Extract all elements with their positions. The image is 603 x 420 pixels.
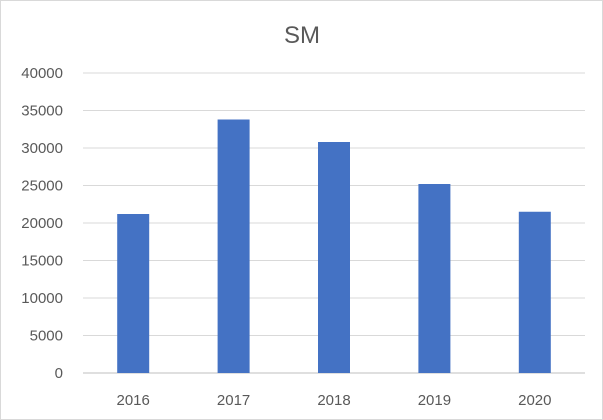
bars: [117, 119, 551, 373]
bar-2018: [318, 142, 350, 373]
y-tick-label: 35000: [21, 103, 63, 120]
x-tick-label: 2018: [317, 392, 350, 409]
x-tick-label: 2020: [518, 392, 551, 409]
bar-2019: [418, 184, 451, 373]
y-tick-label: 25000: [21, 178, 63, 195]
y-tick-label: 10000: [21, 290, 63, 307]
bar-2020: [518, 211, 551, 373]
y-tick-label: 0: [55, 365, 63, 382]
y-tick-label: 5000: [30, 328, 63, 345]
y-tick-label: 15000: [21, 253, 63, 270]
x-axis-ticks: 2016 2017 2018 2019 2020: [117, 392, 552, 409]
chart-title: SM: [284, 22, 320, 49]
y-tick-label: 20000: [21, 215, 63, 232]
y-axis-ticks: 0 5000 10000 15000 20000 25000 30000 35000 40000: [21, 65, 63, 382]
bar-2017: [217, 119, 250, 373]
x-tick-label: 2019: [418, 392, 451, 409]
x-tick-label: 2017: [217, 392, 250, 409]
x-tick-label: 2016: [117, 392, 150, 409]
y-tick-label: 40000: [21, 65, 63, 82]
bar-2016: [117, 214, 150, 373]
y-tick-label: 30000: [21, 140, 63, 157]
